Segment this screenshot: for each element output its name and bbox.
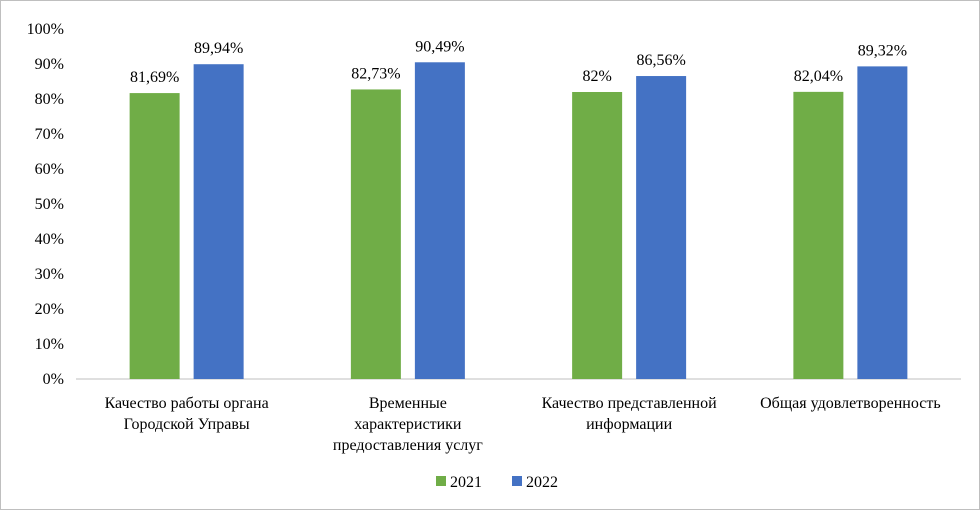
legend-swatch-2021 — [436, 476, 446, 486]
y-tick-label: 60% — [35, 161, 64, 178]
bar-2021-2 — [572, 92, 623, 379]
y-tick-label: 90% — [35, 56, 64, 73]
y-tick-label: 80% — [35, 91, 64, 108]
bar-2021-1 — [350, 89, 401, 379]
y-tick-label: 10% — [35, 336, 64, 353]
data-label: 81,69% — [130, 69, 179, 86]
data-label: 82,04% — [794, 68, 843, 85]
legend-label: 2022 — [526, 474, 558, 491]
category-label: Качество работы органа — [105, 395, 269, 412]
category-label: характеристики — [354, 416, 462, 433]
y-tick-label: 70% — [35, 126, 64, 143]
bar-2022-3 — [857, 66, 908, 379]
data-label: 89,94% — [194, 40, 243, 57]
bar-2021-0 — [129, 93, 180, 380]
data-label: 90,49% — [415, 38, 464, 55]
y-tick-label: 0% — [43, 371, 64, 388]
category-label: Временные — [369, 395, 447, 412]
y-tick-label: 50% — [35, 196, 64, 213]
category-label: Общая удовлетворенность — [760, 395, 941, 412]
bar-2022-0 — [193, 64, 244, 380]
legend-swatch-2022 — [512, 476, 522, 486]
category-label: Городской Управы — [124, 416, 250, 433]
y-tick-label: 20% — [35, 301, 64, 318]
category-label: информации — [586, 416, 672, 433]
y-tick-label: 40% — [35, 231, 64, 248]
bar-2022-2 — [636, 76, 687, 379]
bar-2022-1 — [414, 62, 465, 379]
y-tick-label: 100% — [27, 21, 64, 38]
data-label: 89,32% — [858, 42, 907, 59]
category-label: Качество представленной — [542, 395, 718, 412]
data-label: 86,56% — [636, 52, 685, 69]
y-tick-label: 30% — [35, 266, 64, 283]
data-label: 82,73% — [351, 65, 400, 82]
legend-label: 2021 — [450, 474, 482, 491]
category-label: предоставления услуг — [333, 437, 483, 454]
bar-2021-3 — [793, 91, 844, 380]
data-label: 82% — [582, 68, 611, 85]
